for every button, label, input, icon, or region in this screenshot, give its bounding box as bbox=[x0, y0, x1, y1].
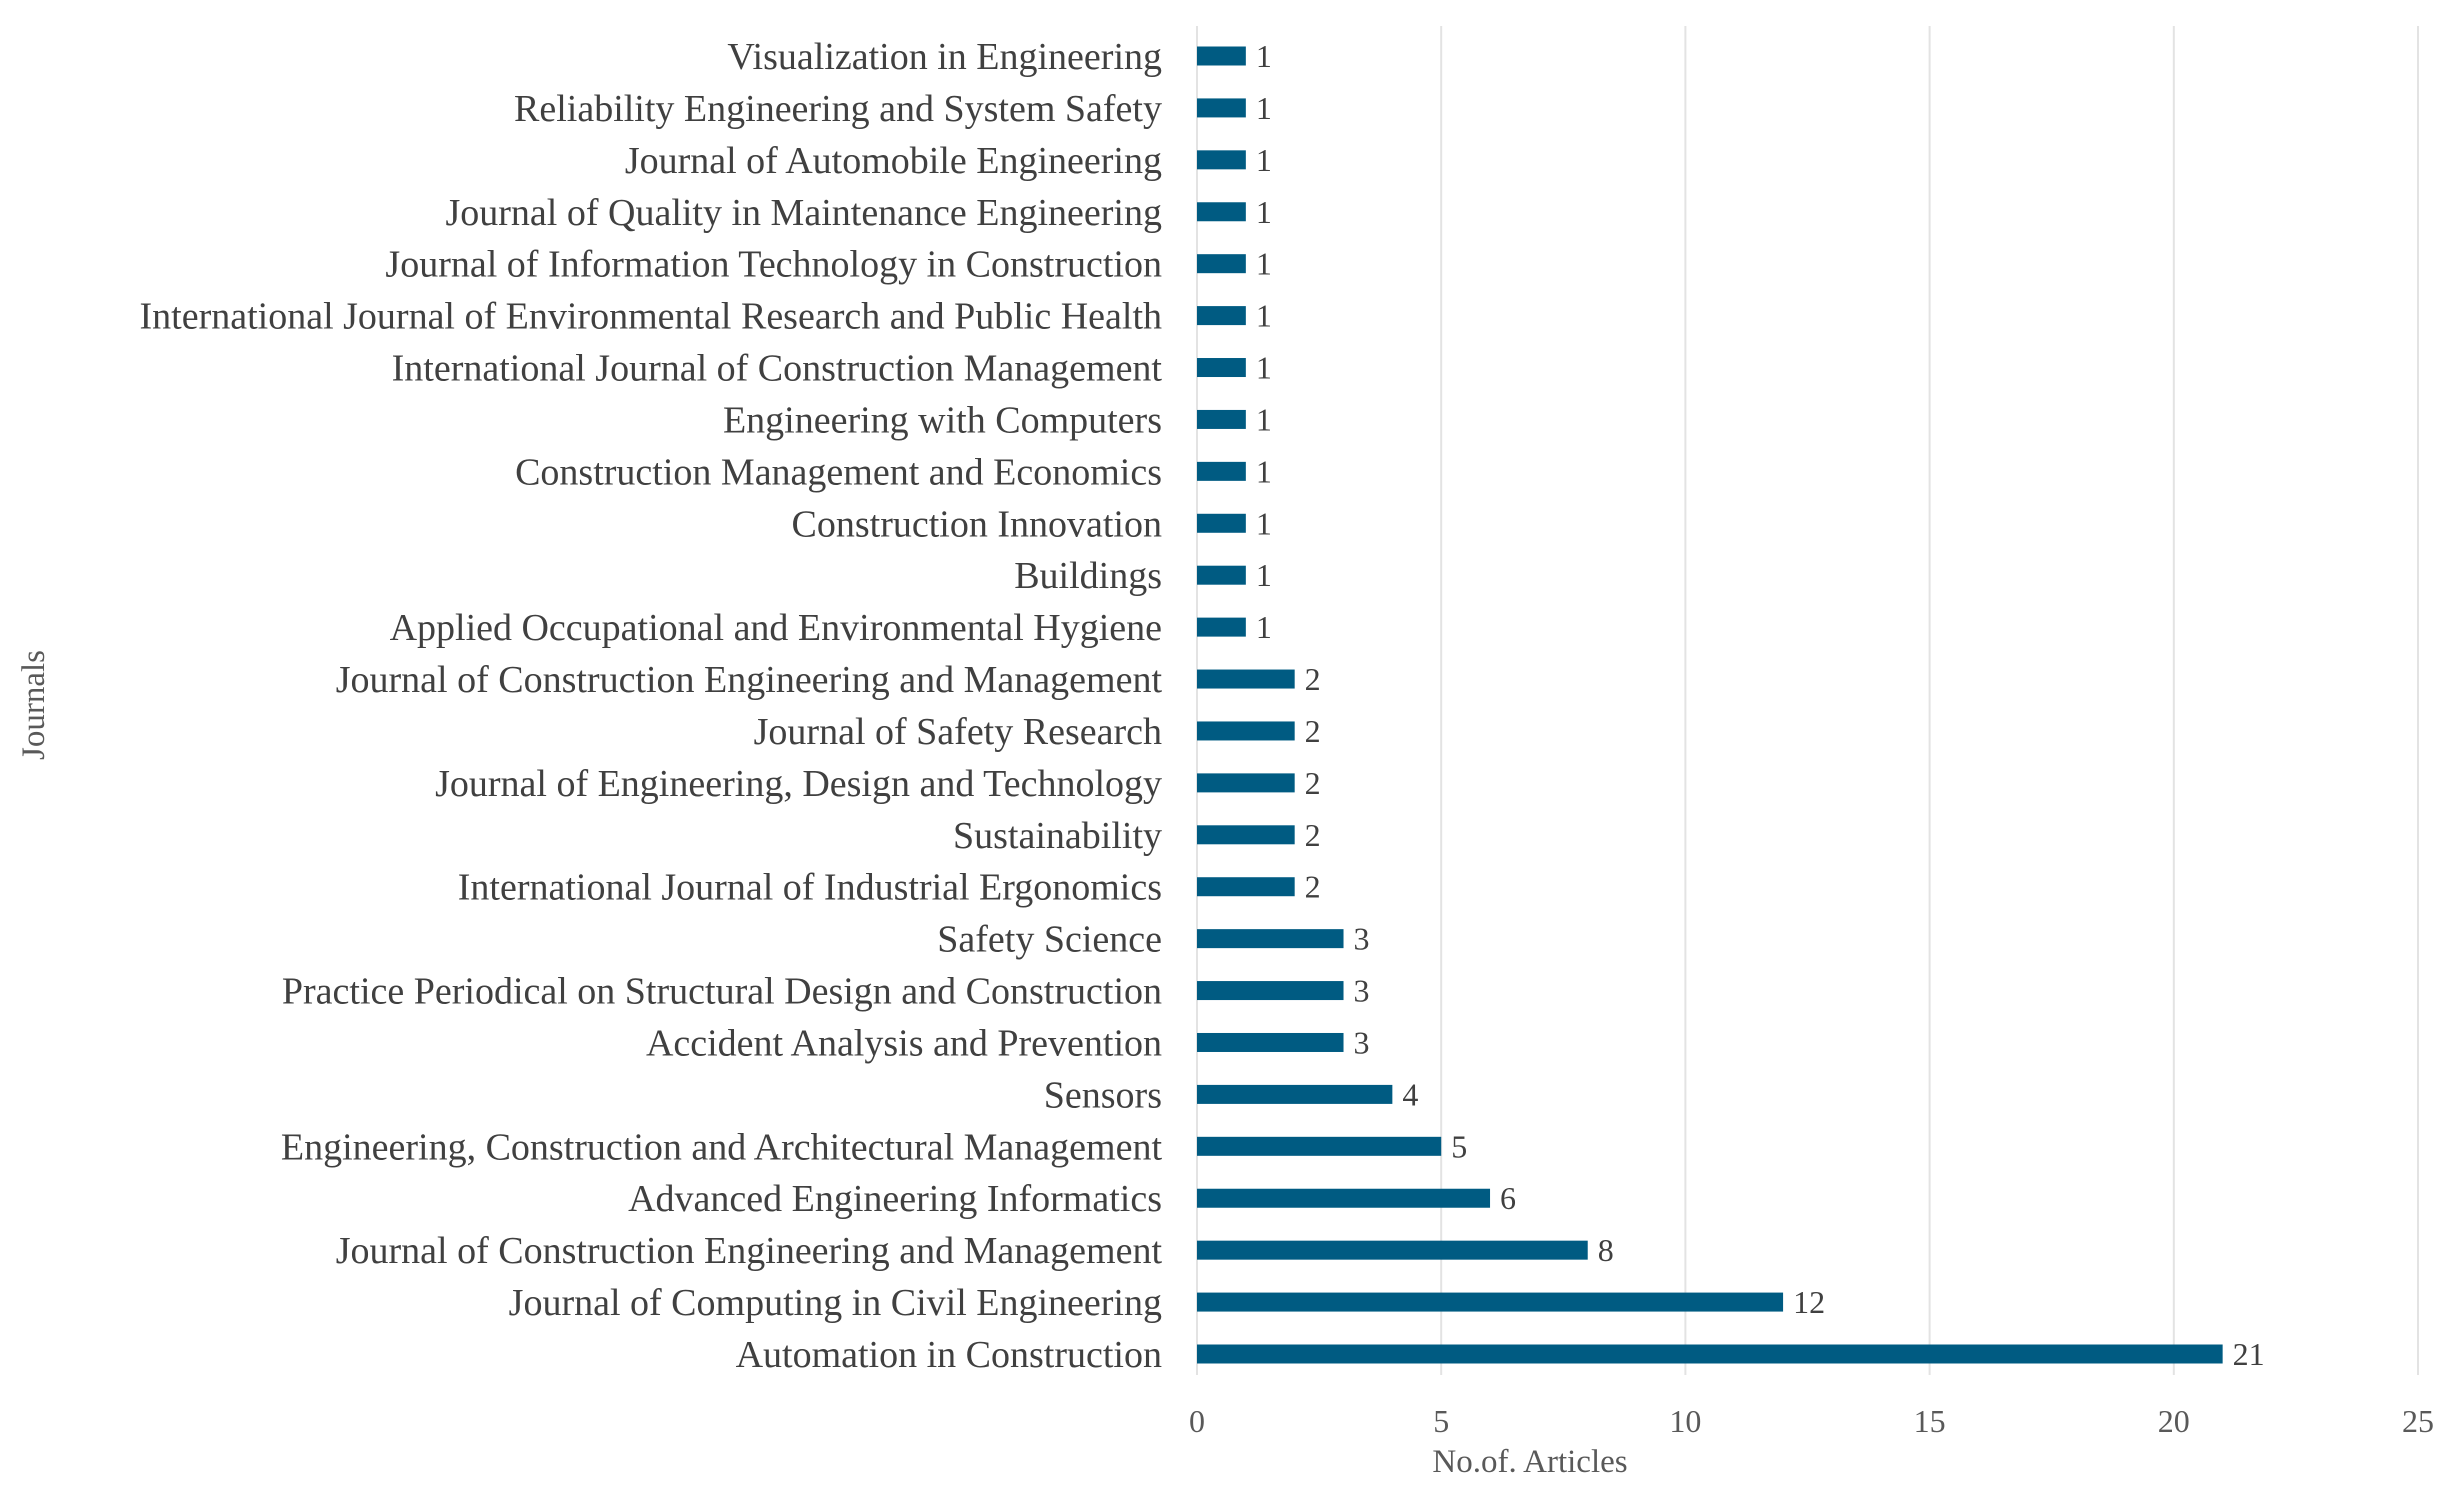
x-tick-label: 10 bbox=[1669, 1403, 1701, 1439]
category-labels: Visualization in Engineering Reliability … bbox=[139, 36, 1162, 1376]
data-label: 12 bbox=[1793, 1284, 1825, 1320]
bar bbox=[1197, 617, 1246, 637]
data-label: 1 bbox=[1256, 298, 1272, 334]
data-label: 1 bbox=[1256, 90, 1272, 126]
category-label: Applied Occupational and Environmental H… bbox=[390, 607, 1162, 649]
category-label: Journal of Safety Research bbox=[754, 711, 1162, 753]
bar bbox=[1197, 565, 1246, 585]
bar bbox=[1197, 98, 1246, 118]
category-label: Journal of Information Technology in Con… bbox=[385, 244, 1162, 286]
data-label: 1 bbox=[1256, 350, 1272, 386]
category-label: International Journal of Construction Ma… bbox=[392, 348, 1163, 390]
category-label: Journal of Engineering, Design and Techn… bbox=[435, 763, 1162, 805]
bar bbox=[1197, 461, 1246, 481]
data-label: 21 bbox=[2233, 1336, 2265, 1372]
bar bbox=[1197, 1292, 1784, 1312]
data-label: 1 bbox=[1256, 401, 1272, 437]
bar bbox=[1197, 358, 1246, 378]
bar bbox=[1197, 46, 1246, 66]
x-axis-ticks: 0 5 10 15 20 25 bbox=[1189, 1403, 2434, 1439]
category-label: International Journal of Industrial Ergo… bbox=[458, 867, 1162, 909]
data-label: 1 bbox=[1256, 246, 1272, 282]
bar bbox=[1197, 773, 1295, 793]
category-label: Journal of Quality in Maintenance Engine… bbox=[445, 192, 1162, 234]
bar bbox=[1197, 513, 1246, 533]
data-label: 1 bbox=[1256, 194, 1272, 230]
category-label: Journal of Automobile Engineering bbox=[625, 140, 1162, 182]
data-label: 2 bbox=[1305, 817, 1321, 853]
data-label: 2 bbox=[1305, 869, 1321, 905]
data-label: 1 bbox=[1256, 38, 1272, 74]
bar bbox=[1197, 202, 1246, 222]
data-label: 3 bbox=[1354, 921, 1370, 957]
bar bbox=[1197, 409, 1246, 429]
data-label: 8 bbox=[1598, 1232, 1614, 1268]
x-tick-label: 15 bbox=[1914, 1403, 1946, 1439]
data-label: 2 bbox=[1305, 765, 1321, 801]
data-label: 1 bbox=[1256, 142, 1272, 178]
category-label: Construction Management and Economics bbox=[515, 451, 1162, 493]
x-tick-label: 20 bbox=[2158, 1403, 2190, 1439]
data-label: 1 bbox=[1256, 557, 1272, 593]
gridlines bbox=[1196, 26, 2419, 1375]
bar bbox=[1197, 669, 1295, 689]
bar bbox=[1197, 721, 1295, 741]
bar bbox=[1197, 150, 1246, 170]
category-label: Sustainability bbox=[953, 815, 1162, 857]
data-label: 3 bbox=[1354, 1024, 1370, 1060]
data-label: 2 bbox=[1305, 713, 1321, 749]
category-label: Journal of Computing in Civil Engineerin… bbox=[509, 1282, 1162, 1324]
bar bbox=[1197, 877, 1295, 897]
category-label: Sensors bbox=[1044, 1074, 1162, 1116]
bar bbox=[1197, 254, 1246, 274]
data-label: 1 bbox=[1256, 609, 1272, 645]
bar bbox=[1197, 1136, 1442, 1156]
x-axis-title: No.of. Articles bbox=[1432, 1444, 1627, 1480]
bar bbox=[1197, 306, 1246, 326]
category-label: Safety Science bbox=[937, 919, 1162, 961]
bar bbox=[1197, 981, 1344, 1001]
category-label: Engineering with Computers bbox=[723, 399, 1162, 441]
data-label: 1 bbox=[1256, 505, 1272, 541]
category-label: Visualization in Engineering bbox=[727, 36, 1162, 78]
category-label: Accident Analysis and Prevention bbox=[646, 1022, 1162, 1064]
category-label: Engineering, Construction and Architectu… bbox=[281, 1126, 1163, 1168]
x-tick-label: 5 bbox=[1433, 1403, 1449, 1439]
data-label: 2 bbox=[1305, 661, 1321, 697]
bar bbox=[1197, 1032, 1344, 1052]
bar bbox=[1197, 1188, 1491, 1208]
category-label: Journal of Construction Engineering and … bbox=[336, 659, 1163, 701]
x-tick-label: 0 bbox=[1189, 1403, 1205, 1439]
bar bbox=[1197, 929, 1344, 949]
data-label: 5 bbox=[1451, 1128, 1467, 1164]
category-label: Practice Periodical on Structural Design… bbox=[282, 971, 1162, 1013]
data-label: 6 bbox=[1500, 1180, 1516, 1216]
data-label: 3 bbox=[1354, 973, 1370, 1009]
category-label: Construction Innovation bbox=[792, 503, 1162, 545]
bar bbox=[1197, 1344, 2223, 1364]
category-label: Automation in Construction bbox=[736, 1334, 1162, 1376]
bars bbox=[1197, 46, 2223, 1364]
category-label: Advanced Engineering Informatics bbox=[628, 1178, 1162, 1220]
x-tick-label: 25 bbox=[2402, 1403, 2434, 1439]
bar bbox=[1197, 1084, 1393, 1104]
category-label: International Journal of Environmental R… bbox=[139, 296, 1162, 338]
bar bbox=[1197, 1240, 1588, 1260]
category-label: Reliability Engineering and System Safet… bbox=[514, 88, 1162, 130]
y-axis-title: Journals bbox=[16, 650, 52, 760]
data-label: 4 bbox=[1402, 1076, 1418, 1112]
bar bbox=[1197, 825, 1295, 845]
category-label: Buildings bbox=[1014, 555, 1162, 597]
data-label: 1 bbox=[1256, 453, 1272, 489]
category-label: Journal of Construction Engineering and … bbox=[336, 1230, 1163, 1272]
